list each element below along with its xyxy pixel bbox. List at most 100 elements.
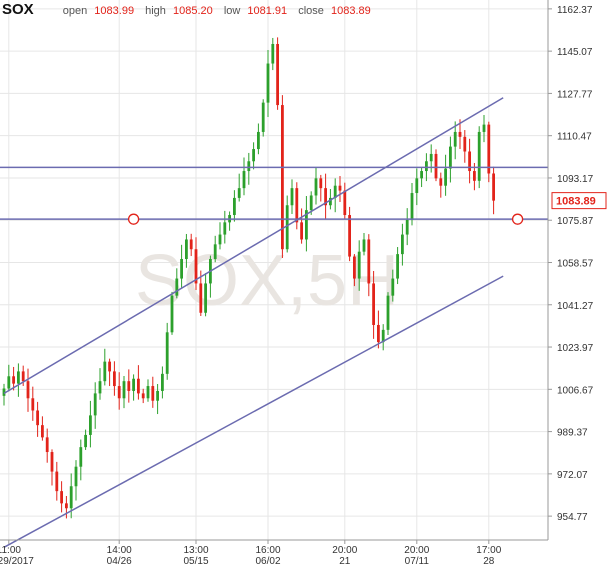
candle-body [295,188,299,223]
candle-body [132,378,135,391]
candle-body [285,205,289,250]
channel-upper-line [3,97,504,395]
y-tick-label: 989.37 [557,428,588,439]
candle-body [401,234,404,255]
candle-body [309,195,313,211]
candle-body [223,222,227,235]
candle-body [434,153,438,179]
y-tick-label: 1006.67 [557,385,594,396]
candle-body [122,381,126,399]
candle-body [98,381,102,394]
candle-body [444,168,447,186]
candle-body [50,452,54,472]
channel-lower-line [3,275,504,548]
candle-body [329,197,332,206]
candle-body [305,210,308,240]
candle-body [477,131,481,181]
candle-body [314,178,318,196]
candle-body [487,124,491,174]
x-tick-time: 11:00 [0,545,21,556]
candle-body [425,161,428,172]
y-tick-label: 1075.87 [557,216,594,227]
candle-body [65,503,68,509]
candle-body [199,283,203,313]
y-tick-label: 1023.97 [557,343,594,354]
candle-body [141,393,145,399]
x-tick-time: 14:00 [107,545,132,556]
candle-body [103,361,107,382]
candle-body [146,386,150,399]
candle-body [386,295,390,330]
y-tick-label: 1162.37 [557,5,593,16]
candle-body [31,398,35,411]
candle-body [439,178,443,186]
y-tick-label: 1093.17 [557,174,594,185]
x-tick-date: 28 [483,556,495,567]
candle-body [74,466,78,487]
candle-body [242,171,246,189]
candle-body [21,371,25,382]
candle-body [7,376,11,389]
candle-body [36,410,39,426]
y-tick-label: 954.77 [557,512,588,523]
y-tick-label: 1058.57 [557,258,594,269]
candle-body [156,390,159,401]
candle-body [405,219,409,235]
line-handle-marker [127,213,140,225]
candle-body [257,131,260,150]
candle-body [84,434,87,448]
candle-body [377,324,380,343]
y-tick-label: 1127.77 [557,89,593,100]
candle-body [161,373,164,391]
x-tick-time: 20:00 [332,545,357,556]
open-label: open [62,5,88,17]
trendlines[interactable] [0,97,548,548]
candle-body [69,486,73,509]
x-tick-time: 20:00 [404,545,429,556]
candle-body [233,197,236,216]
candle-body [237,188,241,198]
ohlc-header: SOX open 1083.99 high 1085.20 low 1081.9… [2,1,379,21]
candle-body [175,278,179,296]
candle-body [185,239,188,260]
candle-body [41,425,44,438]
candle-body [218,234,222,245]
candle-body [108,361,111,372]
candle-body [60,491,63,504]
candle-body [362,239,366,252]
candle-body [319,178,323,189]
x-tick-date: 05/15 [183,556,208,567]
candle-body [381,329,385,343]
x-tick-date: 03/29/2017 [0,556,34,567]
candle-body [348,215,351,257]
y-tick-label: 1145.07 [557,47,593,58]
y-tick-label: 972.07 [557,470,588,481]
y-tick-label: 1041.27 [557,301,594,312]
candle-body [468,151,471,172]
last-price-tag-value: 1083.89 [556,196,596,208]
x-tick-date: 07/11 [405,556,430,567]
candle-body [333,185,337,198]
candle-body [338,185,342,191]
candle-body [367,239,371,284]
candle-body [170,295,174,333]
candle-body [276,43,279,106]
candle-body [127,381,131,391]
last-price-tag-bg [551,192,607,210]
candle-body [180,259,183,279]
candle-body [271,43,275,64]
high-label: high [145,5,166,17]
candle-body [396,254,399,279]
candle-body [281,105,284,250]
x-tick-date: 06/02 [255,556,280,567]
symbol-label: SOX [2,1,34,18]
candle-body [189,239,193,250]
candle-body [26,381,30,399]
candle-body [458,131,462,137]
candle-body [213,244,217,260]
candle-body [113,371,116,387]
candle-body [357,251,361,279]
